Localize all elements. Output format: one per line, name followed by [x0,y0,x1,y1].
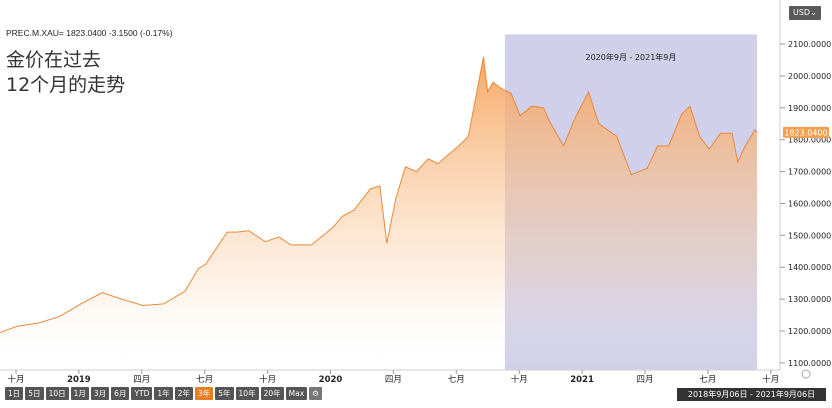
x-tick-label: 十月 [511,374,528,385]
y-axis: 1100.0000 1200.0000 1300.0000 1400.0000 1500… [780,40,831,368]
y-tick-label: 1700.0000 [788,168,831,177]
reset-zoom-icon[interactable] [801,369,811,379]
ticker-line: PREC.M.XAU= 1823.0400 -3.1500 (-0.17%) [6,28,173,38]
period-1y-button[interactable]: 1年 [154,387,173,400]
x-axis: 十月 2019 四月 七月 十月 2020 四月 七月 十月 2021 四月 七月 十月 [7,370,779,385]
y-tick-label: 1600.0000 [788,199,831,208]
x-tick-label: 四月 [133,375,150,385]
x-tick-label: 2021 [570,375,594,385]
chart-title: 金价在过去 12个月的走势 [6,48,125,98]
y-tick-label: 2100.0000 [788,40,831,49]
svg-text:1823.0400: 1823.0400 [784,128,827,137]
period-2y-button[interactable]: 2年 [174,387,193,400]
x-tick-label: 七月 [196,375,213,385]
x-tick-label: 七月 [448,375,465,385]
x-tick-label: 十月 [7,374,24,385]
period-5y-button[interactable]: 5年 [215,387,234,400]
y-tick-label: 2000.0000 [788,72,831,81]
period-6m-button[interactable]: 6月 [111,387,130,400]
y-tick-label: 1800.0000 [788,136,831,145]
period-1m-button[interactable]: 1月 [70,387,89,400]
period-3y-button[interactable]: 3年 [194,387,214,400]
settings-gear-icon[interactable]: ⚙ [309,387,323,400]
y-tick-label: 1100.0000 [788,359,831,368]
x-tick-label: 2020 [319,375,343,385]
period-3m-button[interactable]: 3月 [90,387,110,400]
x-tick-label: 四月 [385,375,402,385]
period-5d-button[interactable]: 5日 [25,387,44,400]
y-tick-label: 1500.0000 [788,231,831,240]
period-selector: 1日 5日 10日 1月 3月 6月 YTD 1年 2年 3年 5年 10年 2… [5,387,323,400]
highlight-period-label: 2020年9月 - 2021年9月 [586,52,677,62]
period-10d-button[interactable]: 10日 [45,387,69,400]
x-tick-label: 2019 [67,375,91,385]
x-tick-label: 十月 [259,374,276,385]
chart-title-line-2: 12个月的走势 [6,74,126,96]
date-range-display[interactable]: 2018年9月06日 - 2021年9月06日 [677,388,826,401]
y-tick-label: 1200.0000 [788,327,831,336]
y-tick-label: 1900.0000 [788,104,831,113]
x-tick-label: 七月 [699,375,716,385]
period-ytd-button[interactable]: YTD [131,387,153,400]
period-20y-button[interactable]: 20年 [260,387,284,400]
period-max-button[interactable]: Max [285,387,308,400]
y-tick-label: 1400.0000 [788,263,831,272]
chart-title-line-1: 金价在过去 [6,49,102,71]
last-price-tag: 1823.0400 [783,126,829,138]
price-area [0,56,757,371]
period-1d-button[interactable]: 1日 [5,387,24,400]
price-line [0,56,758,334]
y-tick-label: 1300.0000 [788,295,831,304]
x-tick-label: 十月 [762,374,779,385]
period-10y-button[interactable]: 10年 [235,387,259,400]
currency-select[interactable]: USD⌄ [789,6,821,20]
x-tick-label: 四月 [636,375,653,385]
